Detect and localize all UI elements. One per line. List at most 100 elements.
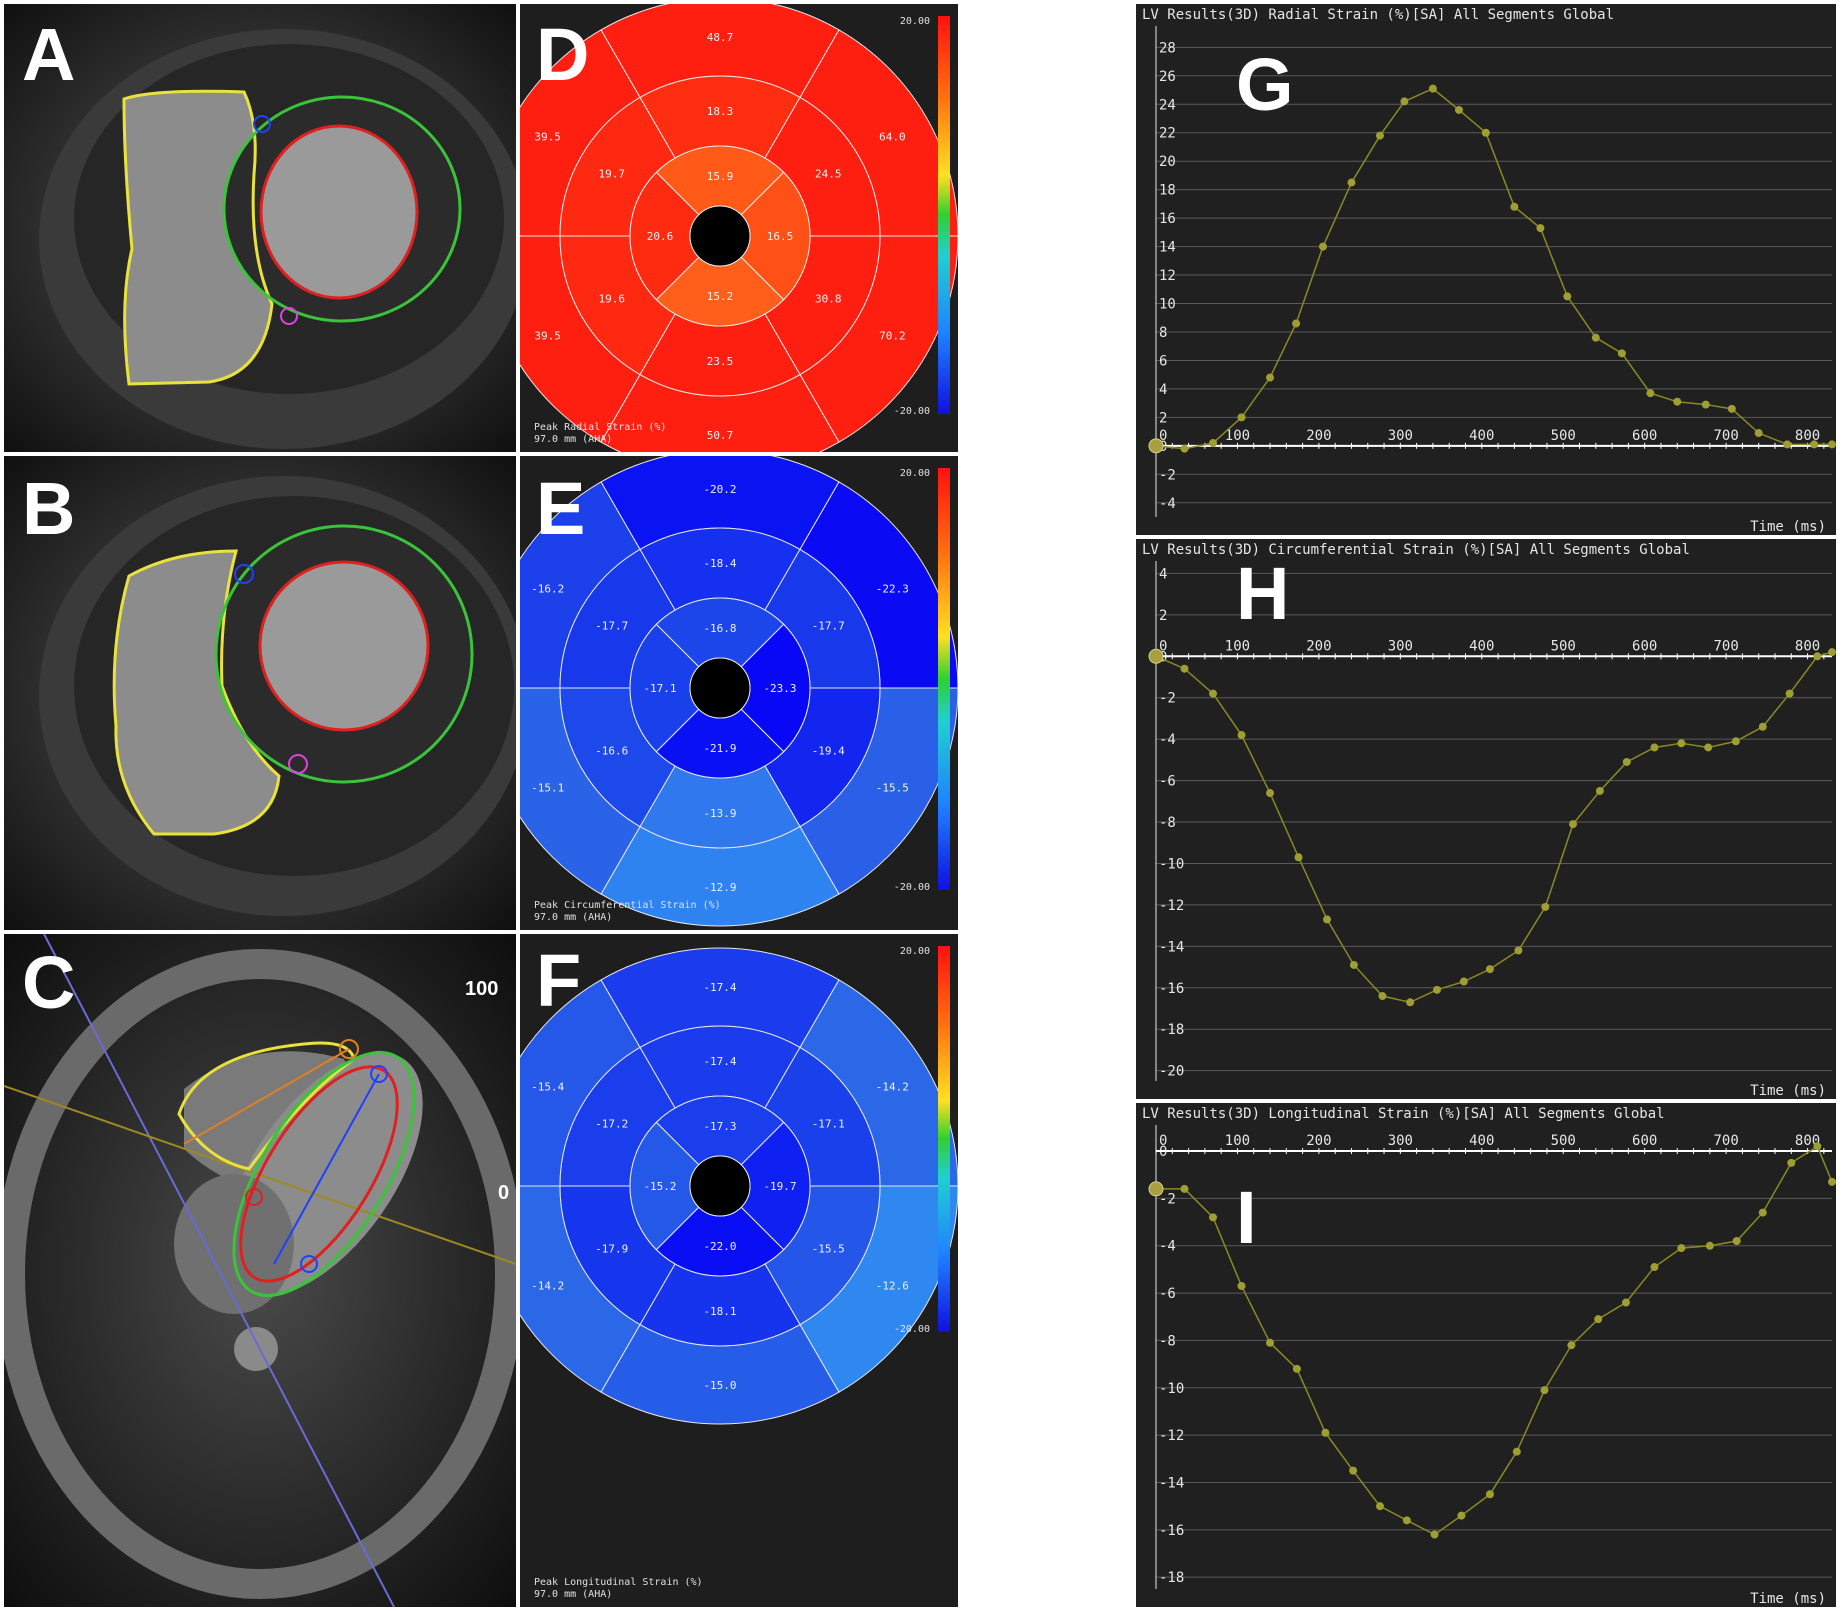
strain-data-point [1428, 84, 1437, 93]
chart-title: LV Results(3D) Radial Strain (%)[SA] All… [1142, 7, 1614, 23]
bullseye-chart-radial: 48.7 64.0 70.2 50.7 39.5 39.5 18.3 24.5 30.8 23.5… [520, 4, 958, 452]
bullseye-value-mid-5: -16.6 [595, 745, 628, 758]
strain-data-point [1294, 853, 1303, 862]
bullseye-value-apical-1: 15.9 [707, 170, 734, 183]
bullseye-value-mid-4: -18.1 [703, 1305, 736, 1318]
strain-data-point [1406, 998, 1415, 1007]
strain-data-point [1375, 131, 1384, 140]
y-tick-label: -18 [1159, 1570, 1184, 1586]
bullseye-value-basal-5: 39.5 [534, 330, 561, 343]
y-tick-label: 18 [1159, 183, 1176, 199]
bullseye-caption-location: 97.0 mm (AHA) [534, 1589, 612, 1600]
strain-data-point [1481, 128, 1490, 137]
strain-curve-panel-i: LV Results(3D) Longitudinal Strain (%)[S… [1136, 1103, 1836, 1607]
strain-data-point [1375, 1502, 1384, 1511]
bullseye-value-apical-3: -21.9 [703, 742, 736, 755]
strain-data-point [1673, 397, 1682, 406]
strain-data-point [1237, 1281, 1246, 1290]
strain-curve-line [1155, 87, 1832, 450]
bullseye-center-hole [689, 1155, 751, 1217]
bullseye-value-mid-2: 24.5 [815, 168, 842, 181]
strain-data-point [1677, 1244, 1686, 1253]
color-scale-max-label: 20.00 [900, 16, 930, 27]
strain-data-point [1347, 178, 1356, 187]
strain-curve-line [1155, 651, 1833, 1004]
time-cursor-handle[interactable] [1148, 1181, 1164, 1197]
panel-letter-i: I [1236, 1176, 1257, 1259]
y-tick-label: -2 [1159, 467, 1176, 483]
strain-data-point [1323, 915, 1332, 924]
bullseye-value-basal-4: 50.7 [707, 429, 734, 442]
strain-data-point [1567, 1341, 1576, 1350]
bullseye-value-apical-3: -22.0 [703, 1240, 736, 1253]
strain-data-point [1209, 1213, 1218, 1222]
circumferential-strain-line-chart: LV Results(3D) Circumferential Strain (%… [1142, 542, 1836, 1099]
strain-data-point [1646, 389, 1655, 398]
time-cursor-handle[interactable] [1148, 438, 1164, 454]
strain-data-point [1485, 965, 1494, 974]
y-tick-label: 22 [1159, 126, 1176, 142]
strain-data-point [1237, 413, 1246, 422]
bullseye-center-hole [689, 205, 751, 267]
bullseye-caption-title: Peak Radial Strain (%) [534, 422, 666, 433]
x-origin-label: 0 [1159, 428, 1167, 444]
strain-data-point [1402, 1516, 1411, 1525]
strain-data-point [1266, 789, 1275, 798]
strain-data-point [1209, 689, 1218, 698]
bullseye-panel-e: -20.2 -22.3 -15.5 -12.9 -15.1 -16.2 -18.4 -17.7… [520, 456, 958, 930]
strain-data-point [1650, 743, 1659, 752]
bullseye-value-apical-2: -23.3 [763, 682, 796, 695]
strain-data-point [1349, 960, 1358, 969]
bullseye-value-basal-6: -15.4 [531, 1081, 564, 1094]
y-tick-label: -4 [1159, 732, 1176, 748]
x-tick-label: 800 [1795, 638, 1820, 654]
strain-data-point [1621, 1298, 1630, 1307]
color-scale-max-label: 20.00 [900, 946, 930, 957]
panel-letter-f: F [536, 939, 582, 1022]
x-tick-label: 500 [1551, 638, 1576, 654]
bullseye-value-basal-3: -12.6 [876, 1280, 909, 1293]
y-tick-label: 28 [1159, 40, 1176, 56]
strain-data-point [1512, 1447, 1521, 1456]
strain-data-point [1266, 1338, 1275, 1347]
y-tick-label: -2 [1159, 1191, 1176, 1207]
chart-title: LV Results(3D) Longitudinal Strain (%)[S… [1142, 1106, 1665, 1122]
y-tick-label: -8 [1159, 1333, 1176, 1349]
strain-data-point [1650, 1263, 1659, 1272]
bullseye-chart-longitudinal: -17.4 -14.2 -12.6 -15.0 -14.2 -15.4 -17.4 -17.1… [520, 946, 958, 1600]
x-tick-label: 200 [1306, 1133, 1331, 1149]
bullseye-value-mid-2: -17.1 [812, 1118, 845, 1131]
panel-letter-c: C [22, 941, 76, 1024]
bullseye-value-basal-5: -14.2 [531, 1280, 564, 1293]
y-tick-label: -4 [1159, 1239, 1176, 1255]
strain-data-point [1787, 1158, 1796, 1167]
bullseye-value-basal-5: -15.1 [531, 782, 564, 795]
y-tick-label: 4 [1159, 566, 1167, 582]
bullseye-value-basal-1: -17.4 [703, 981, 736, 994]
y-tick-label: 14 [1159, 240, 1176, 256]
strain-data-point [1563, 292, 1572, 301]
y-tick-label: -6 [1159, 1286, 1176, 1302]
bullseye-value-mid-6: -17.2 [595, 1118, 628, 1131]
strain-data-point [1813, 1142, 1822, 1151]
x-axis-label: Time (ms) [1750, 1083, 1826, 1099]
strain-data-point [1783, 440, 1792, 449]
strain-data-point [1828, 648, 1836, 657]
x-tick-label: 100 [1225, 428, 1250, 444]
bullseye-caption-location: 97.0 mm (AHA) [534, 912, 612, 923]
strain-data-point [1432, 985, 1441, 994]
bullseye-value-apical-3: 15.2 [707, 290, 734, 303]
panel-letter-e: E [536, 467, 586, 550]
bullseye-caption-location: 97.0 mm (AHA) [534, 434, 612, 445]
bullseye-value-apical-2: 16.5 [767, 230, 794, 243]
y-tick-label: 26 [1159, 69, 1176, 85]
bullseye-value-mid-1: 18.3 [707, 105, 734, 118]
strain-data-point [1705, 1241, 1714, 1250]
mri-long-axis-image-c [4, 934, 516, 1607]
time-cursor-handle[interactable] [1148, 648, 1164, 664]
y-tick-label: -16 [1159, 1523, 1184, 1539]
bullseye-value-mid-5: -17.9 [595, 1243, 628, 1256]
mri-short-axis-image-a [4, 4, 516, 452]
bullseye-value-mid-1: -17.4 [703, 1055, 736, 1068]
bullseye-value-basal-1: 48.7 [707, 31, 734, 44]
